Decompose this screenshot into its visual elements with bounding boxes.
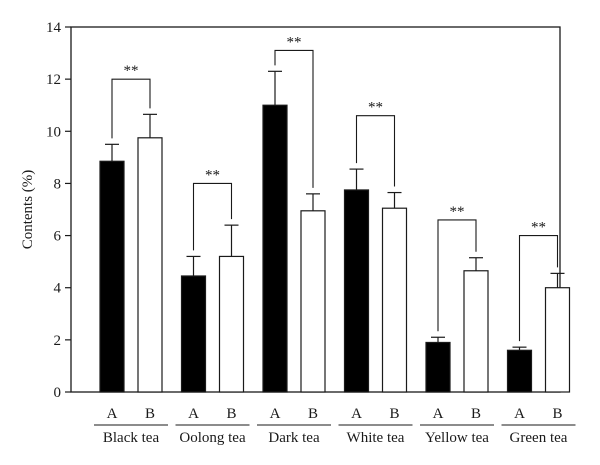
x-series-label: B: [226, 406, 236, 422]
bar-a: [506, 349, 533, 393]
y-tick-label: 6: [54, 229, 62, 245]
bars: [99, 104, 571, 393]
x-category-label: Oolong tea: [179, 430, 246, 446]
y-axis-label: Contents (%): [20, 170, 36, 250]
bar-a: [343, 189, 370, 393]
x-category-label: Yellow tea: [425, 430, 489, 446]
x-series-label: A: [107, 406, 118, 422]
significance-bracket: [437, 219, 477, 332]
significance-label: **: [368, 100, 383, 116]
x-category-label: White tea: [347, 430, 405, 446]
significance-bracket: [274, 49, 314, 188]
bar-b: [381, 207, 408, 393]
x-series-label: B: [308, 406, 318, 422]
x-labels: A B Black tea A B Oolong tea A B Dark tea A B White…: [94, 406, 576, 446]
bar-b: [300, 210, 326, 393]
y-tick-label: 10: [46, 124, 61, 140]
significance-label: **: [205, 167, 220, 183]
significance-label: **: [450, 204, 465, 220]
bar-a: [99, 160, 125, 393]
significance-bracket: [518, 235, 559, 342]
x-series-label: B: [389, 406, 399, 422]
x-series-label: B: [552, 406, 562, 422]
bar-a: [262, 104, 288, 393]
bar-a: [180, 275, 207, 393]
bar-b: [218, 255, 245, 393]
y-tick-label: 2: [54, 333, 62, 349]
significance-label: **: [287, 34, 302, 50]
x-series-label: A: [351, 406, 362, 422]
significance-bracket: [111, 78, 151, 139]
bar-b: [463, 270, 489, 393]
y-tick-label: 0: [54, 385, 62, 401]
significance-brackets: ** ** ** ** ** **: [111, 34, 559, 342]
x-series-label: B: [471, 406, 481, 422]
x-series-label: A: [188, 406, 199, 422]
x-series-label: A: [433, 406, 444, 422]
bar-a: [425, 341, 451, 393]
significance-label: **: [124, 63, 139, 79]
y-ticks: 0 2 4 6 8 10 12 14: [46, 20, 71, 401]
x-category-label: Dark tea: [268, 430, 320, 446]
x-series-label: B: [145, 406, 155, 422]
x-category-label: Black tea: [103, 430, 160, 446]
y-tick-label: 14: [46, 20, 62, 36]
significance-bracket: [355, 115, 396, 187]
significance-bracket: [192, 182, 233, 251]
y-tick-label: 8: [54, 176, 62, 192]
error-bars: [105, 70, 565, 351]
significance-label: **: [531, 220, 546, 236]
y-tick-label: 4: [54, 281, 62, 297]
bar-b: [544, 287, 571, 393]
x-series-label: A: [270, 406, 281, 422]
bar-b: [137, 137, 163, 393]
y-tick-label: 12: [46, 72, 61, 88]
x-series-label: A: [514, 406, 525, 422]
x-category-label: Green tea: [510, 430, 568, 446]
